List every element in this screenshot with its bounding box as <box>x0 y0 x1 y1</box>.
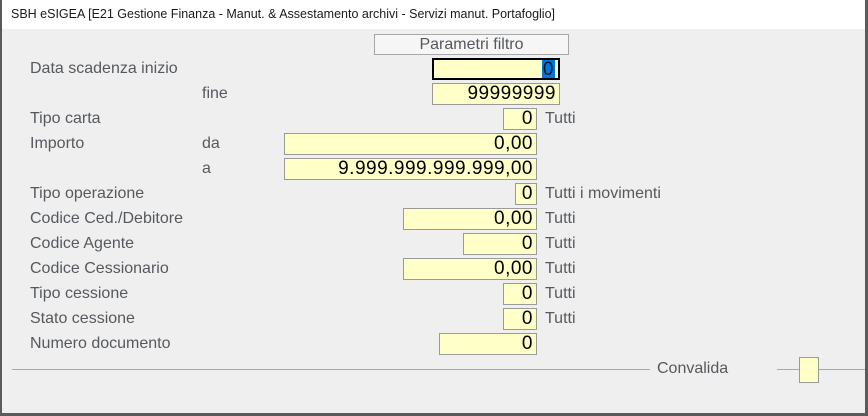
field-importo-da[interactable]: 0,00 <box>284 133 537 155</box>
row-numero-documento: Numero documento 0 <box>2 333 865 355</box>
field-codice-ced-debitore[interactable]: 0,00 <box>403 208 537 230</box>
footer-divider-right <box>777 369 865 370</box>
field-tipo-operazione[interactable]: 0 <box>515 183 537 205</box>
convalida-box[interactable] <box>799 357 819 383</box>
label-codice-ced-debitore: Codice Ced./Debitore <box>30 210 183 227</box>
field-codice-cessionario[interactable]: 0,00 <box>403 258 537 280</box>
field-numero-documento[interactable]: 0 <box>439 333 537 355</box>
field-data-scadenza-fine[interactable]: 99999999 <box>432 83 560 105</box>
label-fine: fine <box>202 85 228 102</box>
field-stato-cessione[interactable]: 0 <box>503 308 537 330</box>
field-data-scadenza-inizio[interactable]: 0 <box>432 58 560 80</box>
label-da: da <box>202 135 220 152</box>
field-tipo-cessione[interactable]: 0 <box>503 283 537 305</box>
row-stato-cessione: Stato cessione 0 Tutti <box>2 308 865 330</box>
row-tipo-carta: Tipo carta 0 Tutti <box>2 108 865 130</box>
row-tipo-cessione: Tipo cessione 0 Tutti <box>2 283 865 305</box>
row-data-scadenza-fine: fine 99999999 <box>2 83 865 105</box>
label-tipo-operazione: Tipo operazione <box>30 185 145 202</box>
panel-header: Parametri filtro <box>374 34 569 55</box>
suffix-codice-ced-debitore: Tutti <box>545 210 576 227</box>
row-codice-cessionario: Codice Cessionario 0,00 Tutti <box>2 258 865 280</box>
convalida-label: Convalida <box>657 360 729 377</box>
label-a: a <box>202 160 211 177</box>
suffix-codice-agente: Tutti <box>545 235 576 252</box>
label-numero-documento: Numero documento <box>30 335 171 352</box>
selected-text: 0 <box>541 59 555 80</box>
window-title: SBH eSIGEA [E21 Gestione Finanza - Manut… <box>11 7 556 21</box>
title-bar: SBH eSIGEA [E21 Gestione Finanza - Manut… <box>2 0 865 29</box>
label-tipo-carta: Tipo carta <box>30 110 101 127</box>
label-codice-cessionario: Codice Cessionario <box>30 260 169 277</box>
suffix-stato-cessione: Tutti <box>545 310 576 327</box>
row-codice-agente: Codice Agente 0 Tutti <box>2 233 865 255</box>
row-codice-ced-debitore: Codice Ced./Debitore 0,00 Tutti <box>2 208 865 230</box>
row-importo-da: Importo da 0,00 <box>2 133 865 155</box>
suffix-tipo-operazione: Tutti i movimenti <box>545 185 661 202</box>
label-data-scadenza-inizio: Data scadenza inizio <box>30 60 178 77</box>
label-stato-cessione: Stato cessione <box>30 310 135 327</box>
label-codice-agente: Codice Agente <box>30 235 135 252</box>
row-tipo-operazione: Tipo operazione 0 Tutti i movimenti <box>2 183 865 205</box>
footer-divider-left <box>12 369 650 370</box>
field-importo-a[interactable]: 9.999.999.999.999,00 <box>284 158 537 180</box>
field-tipo-carta[interactable]: 0 <box>503 108 537 130</box>
suffix-tipo-cessione: Tutti <box>545 285 576 302</box>
field-codice-agente[interactable]: 0 <box>463 233 537 255</box>
suffix-tipo-carta: Tutti <box>545 110 576 127</box>
label-importo: Importo <box>30 135 85 152</box>
row-importo-a: a 9.999.999.999.999,00 <box>2 158 865 180</box>
row-data-scadenza-inizio: Data scadenza inizio 0 <box>2 58 865 80</box>
suffix-codice-cessionario: Tutti <box>545 260 576 277</box>
label-tipo-cessione: Tipo cessione <box>30 285 129 302</box>
